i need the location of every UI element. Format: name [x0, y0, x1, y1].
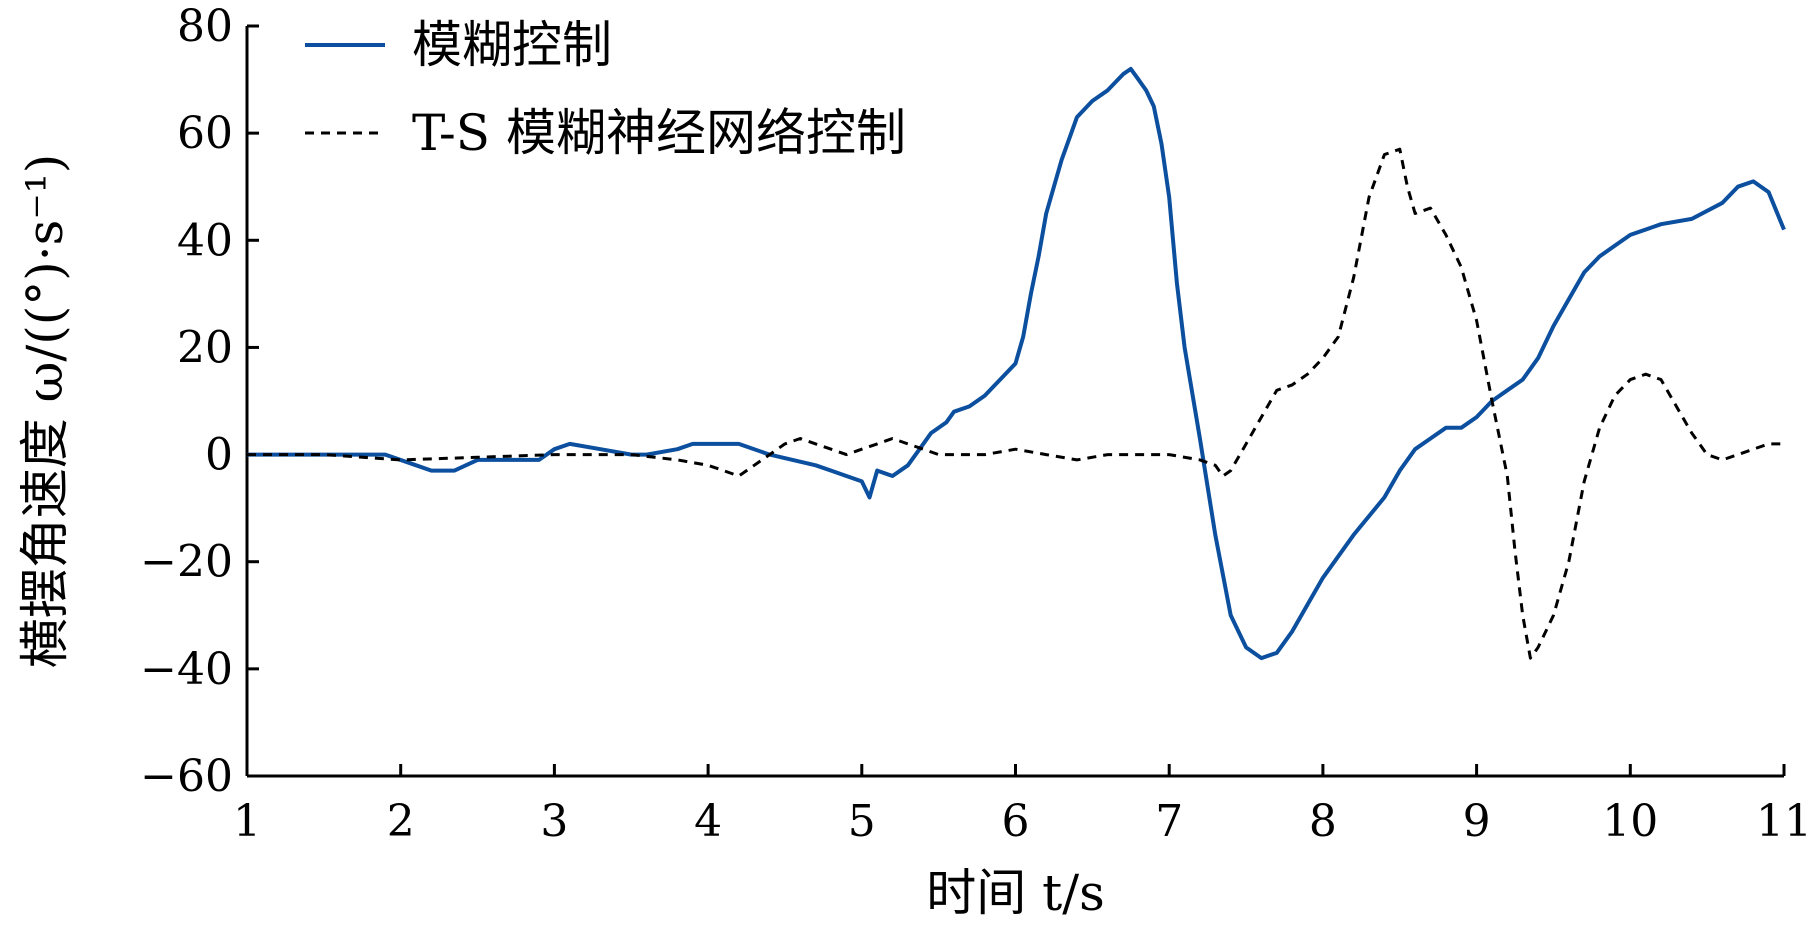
- y-tick-label: −60: [140, 751, 233, 802]
- y-tick-label: 60: [177, 108, 233, 159]
- x-tick-label: 8: [1309, 796, 1337, 847]
- x-ticks: 1 2 3 4 5 6 7 8 9 10 11: [233, 764, 1812, 847]
- x-tick-label: 3: [540, 796, 568, 847]
- x-tick-label: 6: [1002, 796, 1030, 847]
- x-axis-title: 时间 t/s: [926, 864, 1105, 922]
- y-ticks: 80 60 40 20 0 −20 −40 −60: [140, 1, 259, 802]
- series-group: [247, 66, 1786, 661]
- y-axis-title: 横摆角速度 ω/((°)·s⁻¹): [16, 154, 74, 669]
- y-tick-label: −20: [140, 537, 233, 588]
- series-line-ts-fuzzy-neural: [247, 147, 1784, 660]
- legend: 模糊控制 T-S 模糊神经网络控制: [305, 16, 906, 162]
- series-line-fuzzy: [247, 66, 1786, 661]
- x-tick-label: 10: [1602, 796, 1658, 847]
- y-tick-label: 0: [205, 430, 233, 481]
- y-tick-label: 40: [177, 215, 233, 266]
- y-tick-label: −40: [140, 644, 233, 695]
- legend-label: 模糊控制: [412, 16, 612, 74]
- x-tick-label: 4: [694, 796, 722, 847]
- x-tick-label: 11: [1756, 796, 1812, 847]
- y-tick-label: 80: [177, 1, 233, 52]
- legend-label: T-S 模糊神经网络控制: [412, 104, 906, 162]
- x-tick-label: 9: [1463, 796, 1491, 847]
- x-tick-label: 5: [848, 796, 876, 847]
- x-tick-label: 1: [233, 796, 261, 847]
- x-tick-label: 2: [387, 796, 415, 847]
- y-tick-label: 20: [177, 322, 233, 373]
- x-tick-label: 7: [1155, 796, 1183, 847]
